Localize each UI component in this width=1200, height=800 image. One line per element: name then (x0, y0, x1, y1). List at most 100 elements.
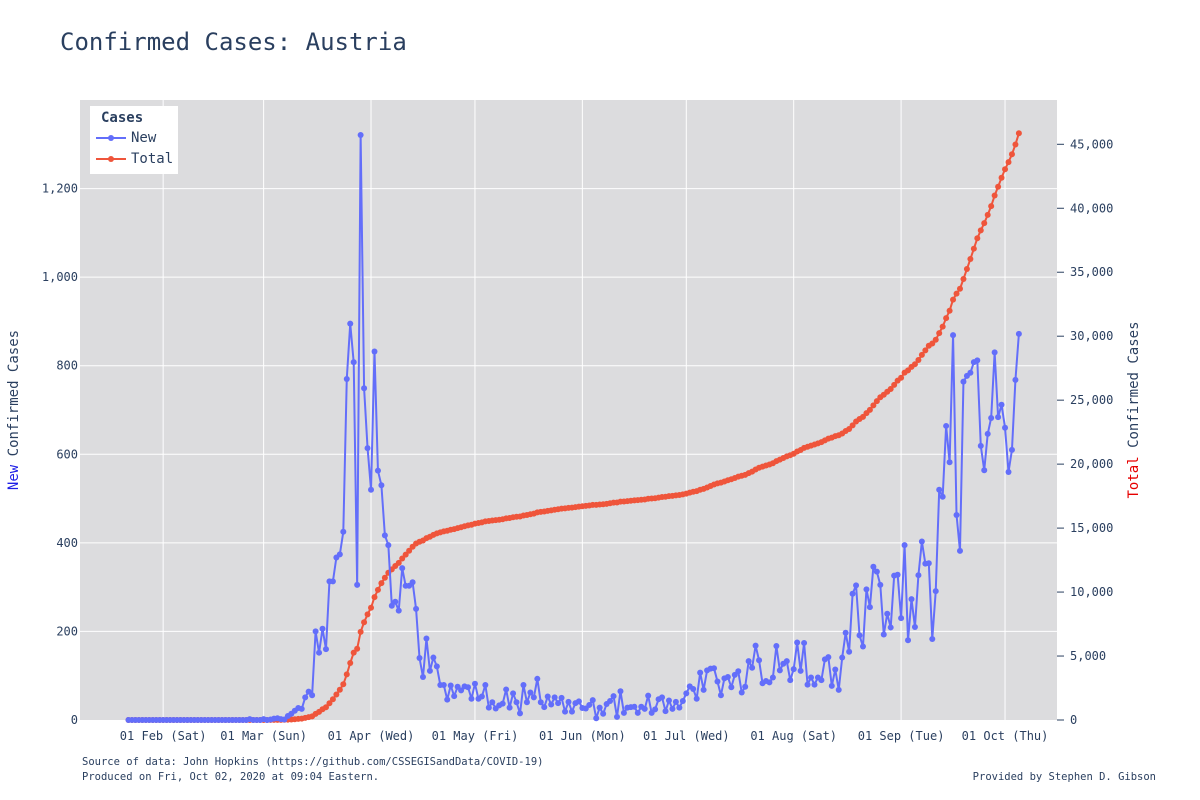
total-point (967, 256, 974, 263)
new-point (1005, 469, 1012, 475)
new-point (887, 624, 894, 631)
new-point (316, 649, 323, 656)
new-point (551, 694, 558, 701)
new-point (846, 648, 853, 655)
new-point (783, 658, 790, 665)
new-point (797, 667, 804, 674)
new-point (544, 693, 551, 700)
new-point (419, 674, 426, 681)
y-axis-right-label: Total Confirmed Cases (1126, 321, 1142, 498)
new-point (981, 467, 988, 474)
total-point (402, 551, 409, 558)
total-point (395, 559, 402, 566)
legend: Cases New Total (90, 106, 178, 174)
new-point (683, 690, 690, 697)
new-point (839, 654, 846, 661)
new-point (378, 482, 385, 489)
total-point (991, 192, 998, 199)
new-point (458, 687, 465, 694)
total-point (849, 422, 856, 429)
new-point (794, 639, 801, 646)
new-point (575, 698, 582, 705)
new-point (534, 675, 541, 682)
new-point (672, 698, 679, 705)
new-point (943, 422, 950, 429)
series-new (125, 131, 1022, 723)
new-point (562, 708, 569, 715)
new-point (811, 681, 818, 688)
new-point (911, 624, 918, 630)
new-point (523, 699, 530, 706)
total-point (326, 700, 333, 707)
total-point (406, 547, 413, 554)
new-point (932, 588, 939, 595)
new-point (298, 705, 305, 712)
total-point (873, 398, 880, 405)
y-left-tick-label: 400 (56, 536, 78, 550)
new-point (918, 538, 925, 545)
new-point (388, 602, 395, 609)
total-point (347, 659, 354, 666)
total-point (922, 347, 929, 354)
y-right-tick-label: 5,000 (1070, 649, 1106, 663)
total-point (981, 220, 988, 227)
new-point (946, 459, 953, 466)
new-point (801, 639, 808, 646)
total-point (911, 361, 918, 368)
new-point (471, 680, 478, 687)
series-total (125, 130, 1022, 723)
y-right-tick-label: 45,000 (1070, 137, 1113, 151)
y-left-tick-label: 600 (56, 447, 78, 461)
new-point (977, 442, 984, 449)
new-point (714, 678, 721, 685)
new-point (873, 568, 880, 575)
y-right-tick-label: 40,000 (1070, 201, 1113, 215)
x-tick-label: 01 Mar (Sun) (220, 729, 307, 743)
right-axis-ticks: 0 5,000 10,000 15,000 20,000 25,000 30,000 35,0… (1057, 137, 1113, 727)
y-axis-left-label-rest: Confirmed Cases (6, 329, 22, 465)
new-point (503, 686, 510, 693)
y-right-tick-label: 30,000 (1070, 329, 1113, 343)
y-right-tick-label: 0 (1070, 713, 1077, 727)
x-tick-label: 01 Sep (Tue) (858, 729, 945, 743)
new-point (336, 551, 343, 558)
new-point (541, 704, 548, 711)
total-point (998, 174, 1005, 181)
new-point (354, 581, 361, 588)
y-left-tick-label: 0 (71, 713, 78, 727)
legend-label-new: New (131, 130, 157, 146)
total-point (859, 413, 866, 420)
new-point (849, 590, 856, 597)
total-point (374, 586, 381, 593)
new-point (433, 663, 440, 670)
new-point (312, 628, 319, 635)
total-point (898, 374, 905, 381)
x-axis-ticks: 01 Feb (Sat) 01 Mar (Sun) 01 Apr (Wed) 01 M… (120, 729, 1049, 743)
new-point (756, 657, 763, 664)
legend-item-new[interactable]: New (96, 129, 156, 147)
new-point (423, 635, 430, 642)
new-point (478, 693, 485, 700)
total-point (354, 645, 361, 652)
new-point (468, 695, 475, 702)
new-point (995, 414, 1002, 421)
x-tick-label: 01 Apr (Wed) (328, 729, 415, 743)
new-point (302, 694, 309, 701)
x-tick-label: 01 May (Fri) (432, 729, 519, 743)
new-point (510, 690, 517, 697)
y-right-tick-label: 10,000 (1070, 585, 1113, 599)
y-right-tick-label: 25,000 (1070, 393, 1113, 407)
new-point (804, 681, 811, 688)
new-point (818, 677, 825, 684)
new-point (548, 701, 555, 708)
new-point (440, 682, 447, 689)
legend-item-total[interactable]: Total (96, 150, 173, 168)
new-point (416, 655, 423, 661)
left-axis-ticks: 0 200 400 600 800 1,000 1,200 (42, 182, 78, 727)
total-point (322, 704, 329, 711)
new-point (555, 700, 562, 707)
new-point (825, 654, 832, 661)
new-point (956, 547, 963, 554)
new-point (607, 697, 614, 704)
new-point (835, 686, 842, 693)
